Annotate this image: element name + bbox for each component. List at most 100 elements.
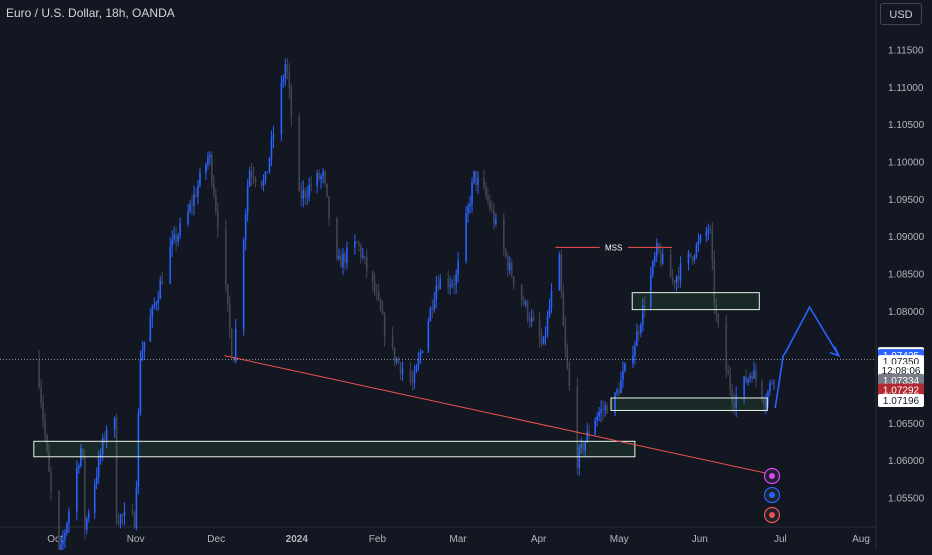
candle-body (153, 304, 156, 307)
candle-body (393, 347, 396, 362)
candle-body (640, 325, 642, 334)
x-tick-label: Aug (852, 534, 870, 545)
candle-body (540, 338, 543, 344)
supply-demand-zone[interactable] (610, 397, 768, 411)
candle-body (433, 300, 436, 310)
candle-body (747, 378, 749, 383)
candle-body (580, 443, 583, 448)
candle-body (550, 290, 553, 308)
x-tick-label: Jul (774, 534, 787, 545)
candle-body (548, 307, 551, 317)
candle-body (582, 443, 585, 451)
candle-body (447, 278, 450, 287)
candle-body (161, 280, 164, 284)
candle-body (471, 182, 473, 205)
candle-body (522, 300, 525, 305)
candle-body (395, 358, 398, 362)
candle-body (209, 154, 211, 158)
candle-body (761, 380, 763, 400)
candle-body (193, 194, 195, 206)
candle-body (211, 154, 213, 183)
candle-body (677, 276, 680, 281)
candle-body (661, 254, 664, 264)
candle-body (477, 177, 479, 185)
candle-body (260, 181, 263, 187)
candle-body (252, 175, 255, 179)
candle-body (417, 358, 420, 367)
candle-body (431, 307, 434, 310)
y-tick-label: 1.05500 (888, 494, 925, 505)
candle-body (270, 138, 273, 159)
candle-body (749, 375, 751, 379)
candle-body (568, 367, 571, 387)
candle-body (217, 210, 219, 229)
candle-body (743, 376, 745, 396)
flag-icon-dot (769, 512, 775, 518)
candle-body (320, 175, 322, 180)
candle-body (131, 511, 134, 513)
candle-body (765, 403, 767, 405)
candle-body (230, 328, 233, 358)
candle-body (304, 190, 307, 197)
candle-body (755, 370, 757, 381)
x-tick-label: Nov (127, 534, 145, 545)
candle-body (562, 292, 565, 327)
candle-body (242, 239, 245, 330)
candle-body (306, 195, 309, 197)
price-tag (878, 393, 924, 407)
candle-body (745, 376, 747, 383)
candle-body (731, 389, 733, 403)
candle-body (616, 390, 618, 394)
candle-body (455, 274, 457, 286)
candle-body (695, 244, 698, 257)
candle-body (397, 358, 400, 364)
candle-body (606, 405, 608, 414)
candle-body (280, 82, 283, 135)
candle-body (115, 417, 118, 524)
candle-body (651, 261, 654, 275)
candle-body (435, 285, 438, 301)
candle-body (439, 278, 442, 289)
candle-body (588, 431, 591, 435)
candle-body (632, 355, 634, 364)
candle-body (453, 283, 455, 286)
candle-body (360, 245, 362, 258)
candle-body (578, 447, 581, 469)
candle-body (105, 429, 108, 440)
candle-body (46, 435, 48, 451)
supply-demand-zone[interactable] (631, 292, 760, 311)
x-tick-label: Oct (47, 534, 63, 545)
price-tag-label: 1.07196 (883, 396, 920, 407)
candle-body (693, 256, 696, 260)
candle-body (487, 195, 489, 201)
candle-body (38, 359, 40, 387)
candle-body (711, 229, 714, 261)
candle-body (669, 254, 672, 278)
trendline[interactable] (224, 355, 776, 476)
candle-body (771, 382, 773, 384)
candle-body (44, 419, 46, 436)
supply-demand-zone[interactable] (33, 440, 636, 458)
price-tag-label: 1.07334 (883, 376, 920, 387)
candle-body (532, 317, 535, 321)
candle-body (671, 277, 674, 281)
projection-path[interactable] (774, 305, 840, 409)
candle-body (576, 386, 579, 469)
candle-body (391, 336, 394, 348)
candle-body (326, 183, 328, 197)
candle-body (675, 276, 678, 283)
candle-body (465, 213, 467, 261)
candle-body (282, 78, 285, 83)
candle-body (419, 352, 422, 359)
y-tick-label: 1.10500 (888, 120, 925, 131)
candle-body (600, 409, 602, 413)
candle-body (437, 285, 440, 289)
currency-button[interactable]: USD (880, 3, 922, 25)
candle-body (449, 285, 451, 287)
candle-body (634, 346, 636, 356)
candle-body (155, 303, 158, 305)
candle-body (705, 231, 708, 236)
candle-body (87, 512, 90, 519)
